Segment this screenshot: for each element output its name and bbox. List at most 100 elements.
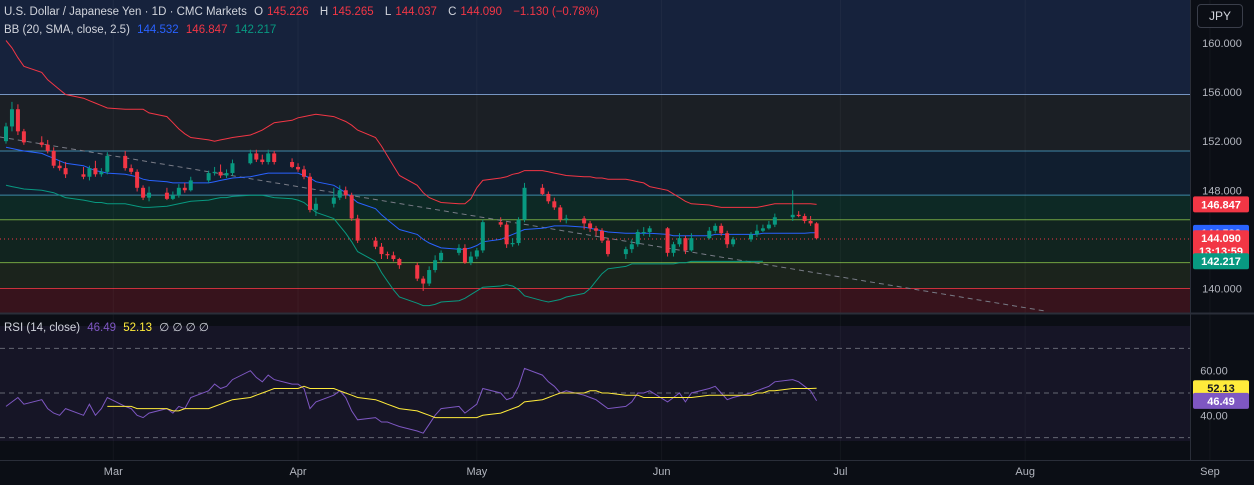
candle-body[interactable]: [164, 192, 169, 199]
candle-body[interactable]: [123, 155, 128, 169]
candle-body[interactable]: [462, 247, 467, 263]
candle-body[interactable]: [218, 171, 223, 176]
price-zone[interactable]: [0, 150, 1190, 196]
candle-body[interactable]: [796, 214, 801, 217]
candle-body[interactable]: [689, 238, 694, 251]
candle-body[interactable]: [290, 162, 295, 167]
candle-body[interactable]: [188, 180, 193, 191]
candle-body[interactable]: [21, 131, 26, 143]
candle-body[interactable]: [439, 252, 444, 261]
candle-body[interactable]: [87, 168, 92, 177]
symbol-title[interactable]: U.S. Dollar / Japanese Yen · 1D · CMC Ma…: [4, 6, 247, 18]
candle-body[interactable]: [57, 165, 62, 169]
candle-body[interactable]: [147, 192, 152, 198]
currency-button[interactable]: JPY: [1197, 4, 1243, 28]
candle-body[interactable]: [802, 216, 807, 221]
candle-body[interactable]: [766, 224, 771, 229]
candle-body[interactable]: [480, 222, 485, 251]
candle-body[interactable]: [510, 243, 515, 245]
candle-body[interactable]: [594, 228, 599, 231]
candle-body[interactable]: [468, 256, 473, 263]
candle-body[interactable]: [474, 250, 479, 257]
symbol-legend[interactable]: U.S. Dollar / Japanese Yen · 1D · CMC Ma…: [4, 6, 603, 18]
bb-upper-line[interactable]: [5, 40, 817, 208]
candle-body[interactable]: [307, 176, 312, 210]
candle-body[interactable]: [600, 230, 604, 241]
candle-body[interactable]: [272, 153, 277, 163]
candle-body[interactable]: [254, 153, 259, 160]
candle-body[interactable]: [81, 174, 86, 177]
candle-body[interactable]: [623, 249, 628, 255]
candle-body[interactable]: [63, 168, 68, 175]
rsi-ma-line[interactable]: [107, 385, 817, 419]
candle-body[interactable]: [337, 190, 342, 198]
candle-body[interactable]: [731, 239, 736, 245]
bb-legend[interactable]: BB (20, SMA, close, 2.5) 144.532 146.847…: [4, 24, 280, 36]
candlestick-series[interactable]: [4, 101, 819, 291]
candle-body[interactable]: [135, 171, 140, 188]
price-zone[interactable]: [0, 0, 1190, 95]
price-zone[interactable]: [0, 288, 1190, 313]
candle-body[interactable]: [415, 265, 420, 279]
candle-body[interactable]: [39, 142, 44, 145]
candle-body[interactable]: [397, 258, 402, 266]
candle-body[interactable]: [224, 173, 229, 176]
candle-body[interactable]: [677, 238, 682, 245]
price-axis[interactable]: 160.000 156.000 152.000 148.000 140.000 60.00…: [1200, 38, 1242, 422]
candle-body[interactable]: [588, 223, 593, 229]
candle-body[interactable]: [713, 225, 718, 231]
price-zone[interactable]: [0, 94, 1190, 151]
candle-body[interactable]: [754, 230, 759, 235]
candle-body[interactable]: [647, 228, 652, 232]
candle-body[interactable]: [498, 222, 503, 225]
candle-body[interactable]: [105, 155, 110, 172]
trendline[interactable]: [0, 136, 1046, 312]
candle-body[interactable]: [641, 231, 646, 233]
candle-body[interactable]: [313, 203, 318, 210]
candle-body[interactable]: [248, 153, 253, 164]
candle-body[interactable]: [421, 278, 426, 284]
price-zone[interactable]: [0, 219, 1190, 263]
candle-body[interactable]: [635, 231, 640, 245]
candle-body[interactable]: [212, 171, 217, 174]
candle-body[interactable]: [629, 244, 634, 250]
candle-body[interactable]: [129, 168, 134, 172]
candle-body[interactable]: [516, 219, 521, 244]
candle-body[interactable]: [564, 218, 569, 220]
candle-body[interactable]: [349, 195, 354, 219]
candle-body[interactable]: [343, 190, 348, 196]
candle-body[interactable]: [170, 195, 175, 199]
candle-body[interactable]: [546, 193, 551, 202]
candle-body[interactable]: [266, 153, 271, 163]
bb-label[interactable]: BB (20, SMA, close, 2.5): [4, 24, 130, 36]
candle-body[interactable]: [772, 217, 777, 225]
candle-body[interactable]: [504, 224, 509, 245]
time-axis[interactable]: Mar Apr May Jun Jul Aug Sep: [104, 466, 1220, 478]
candle-body[interactable]: [51, 150, 56, 166]
candle-body[interactable]: [814, 223, 819, 239]
candle-body[interactable]: [93, 168, 98, 175]
candle-body[interactable]: [385, 254, 390, 256]
candle-body[interactable]: [427, 270, 432, 284]
candle-body[interactable]: [206, 173, 211, 181]
candle-body[interactable]: [4, 126, 8, 142]
candle-body[interactable]: [141, 187, 146, 198]
rsi-label[interactable]: RSI (14, close): [4, 322, 81, 334]
candle-body[interactable]: [749, 234, 753, 240]
candle-body[interactable]: [182, 187, 187, 191]
candle-body[interactable]: [176, 187, 181, 196]
candle-body[interactable]: [671, 244, 676, 253]
candle-body[interactable]: [558, 207, 563, 220]
candle-body[interactable]: [540, 187, 545, 194]
candle-body[interactable]: [760, 228, 765, 231]
candle-body[interactable]: [433, 260, 438, 271]
candle-body[interactable]: [391, 255, 396, 259]
candle-body[interactable]: [260, 159, 265, 163]
candle-body[interactable]: [99, 171, 104, 175]
candle-body[interactable]: [355, 218, 360, 241]
candle-body[interactable]: [552, 201, 557, 208]
candle-body[interactable]: [379, 246, 384, 255]
candle-body[interactable]: [665, 228, 670, 253]
